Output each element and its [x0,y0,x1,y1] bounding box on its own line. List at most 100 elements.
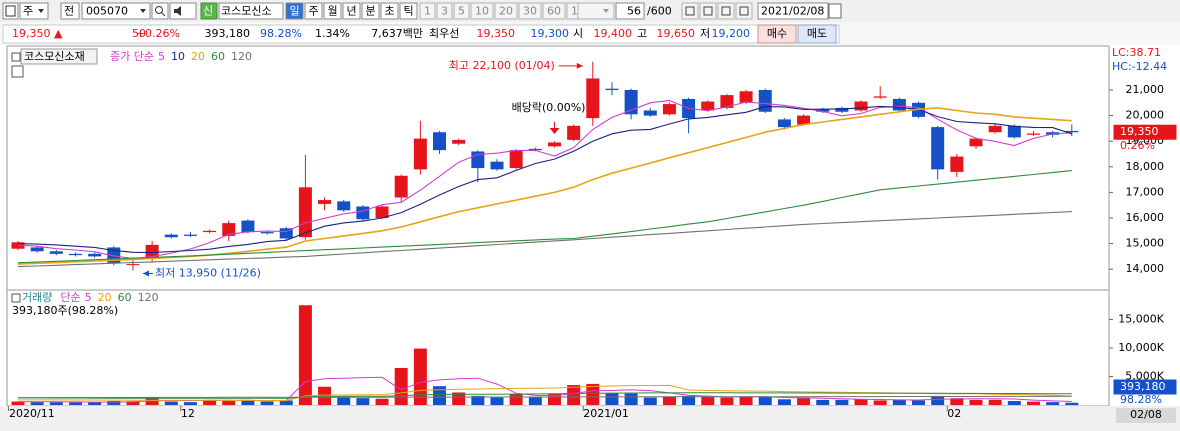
interval-button[interactable] [453,2,470,20]
candle-body [126,264,140,266]
sell-button[interactable] [797,24,837,44]
buy-button[interactable] [757,24,797,44]
candle-body [413,138,427,170]
tool-button[interactable] [717,2,735,20]
current-volume: 393,180 [1120,380,1166,393]
period-button[interactable] [380,2,399,20]
date-input[interactable] [757,2,829,20]
best-label: 최우선 [429,27,459,40]
chart-frame [6,45,1110,407]
sound-icon [174,6,181,16]
icon-button[interactable] [2,2,19,20]
volume-bar [222,401,236,405]
interval-dropdown[interactable] [577,2,615,20]
interval-button[interactable] [494,2,518,20]
volume-bar [988,399,1002,405]
candle-body [145,244,159,258]
moving-average [17,211,1072,268]
volume-bar [11,401,25,405]
current-volume-box [1113,379,1177,395]
candle-body [950,156,964,172]
volume-bar [547,393,561,405]
interval-label: 5 [458,5,465,18]
interval-label: 3 [441,5,448,18]
search-icon [155,6,163,14]
tool-button[interactable] [681,2,699,20]
legend-item: 20 [191,50,205,63]
candle-body [222,223,236,236]
volume-bar [1046,402,1060,405]
legend-title: 거래량 [22,291,52,304]
interval-button[interactable] [470,2,494,20]
period-button[interactable] [304,2,323,20]
calendar-button[interactable] [828,3,842,19]
interval-button[interactable] [542,2,566,20]
x-cursor-label: 02/08 [1130,408,1162,421]
interval-button[interactable] [518,2,542,20]
quote-panel [2,24,840,44]
volume-bar [605,393,619,405]
tool-button[interactable] [699,2,717,20]
candle-body [11,242,25,249]
period-button[interactable] [399,2,418,20]
count-input[interactable] [615,2,645,20]
search-button[interactable] [151,2,169,20]
dividend-marker [549,128,560,134]
price: 19,350 ▲ [12,27,63,40]
date-value: 2021/02/08 [761,5,824,18]
interval-button[interactable] [436,2,453,20]
candle-body [356,206,370,220]
stock-name: 코스모신소 [221,5,272,18]
candle-body [586,78,600,119]
y-tick-label: 15,000 [1126,237,1165,250]
dropdown-arrow [140,9,146,13]
dropdown[interactable] [19,2,49,20]
moving-average [17,170,1072,264]
x-tick-label: 02 [947,407,961,420]
period-button[interactable] [361,2,380,20]
volume-bar [183,402,197,405]
candle-body [528,148,542,151]
volume-bar [452,392,466,405]
tool-button[interactable] [735,2,753,20]
dropdown-arrow [38,9,44,13]
legend-item: 60 [211,50,225,63]
turnover: 1.34% [315,27,350,40]
volume-bar [720,397,734,405]
badge-label: 신 [203,5,213,18]
candle-body [739,91,753,103]
volume-ratio: 98.28% [260,27,302,40]
y-tick-label: 21,000 [1126,83,1165,96]
moving-average [17,105,1072,254]
volume-bar [471,395,485,405]
sound-button[interactable] [169,2,197,20]
dropdown-value: 주 [23,5,33,18]
volume-bar [816,399,830,405]
low: 19,200 [712,27,751,40]
candle-body [777,119,791,128]
candle-body [873,96,887,98]
low-label: 저 [700,27,710,40]
high: 19,650 [657,27,696,40]
legend-item: 20 [98,291,112,304]
code-input[interactable] [81,2,151,20]
candle-body [337,201,351,211]
period-button[interactable] [285,2,304,20]
period-button[interactable] [323,2,342,20]
low-annotation: 최저 13,950 (11/26) [155,266,261,279]
market-button[interactable] [60,2,80,20]
interval-label: 30 [523,5,537,18]
candle-body [701,101,715,111]
candle-body [931,127,945,170]
volume-bar [835,399,849,405]
volume-bar [854,399,868,405]
candle-body [183,234,197,236]
candle-body [816,109,830,112]
interval-button[interactable] [419,2,436,20]
icon [5,5,16,17]
period-label: 분 [365,5,375,18]
period-button[interactable] [342,2,361,20]
hc-label: HC:-12.44 [1112,60,1167,73]
candle-body [88,253,102,257]
